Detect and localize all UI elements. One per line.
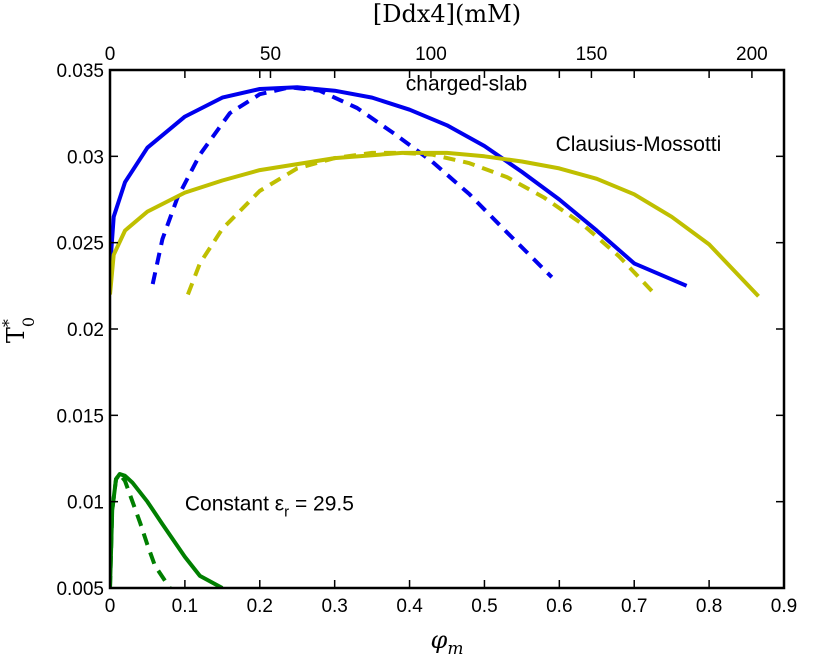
y-tick-label: 0.035 bbox=[56, 61, 104, 82]
y-tick-label: 0.015 bbox=[56, 406, 104, 427]
top-x-tick-label: 50 bbox=[260, 44, 281, 65]
x-tick-label: 0.5 bbox=[471, 596, 497, 617]
series-blue-solid-line bbox=[110, 85, 688, 288]
tick-labels: 0 0.1 0.2 0.3 0.4 0.5 0.6 0.7 0.8 0.9 0.005 0.01 0.0… bbox=[56, 44, 797, 617]
y-tick-label: 0.005 bbox=[56, 579, 104, 600]
x-tick-label: 0.9 bbox=[771, 596, 797, 617]
annotation-label: Constant εr = 29.5 bbox=[185, 492, 354, 520]
y-tick-label: 0.02 bbox=[67, 320, 104, 341]
series-green-solid-line bbox=[110, 472, 224, 588]
x-axis-title: φm bbox=[431, 626, 464, 655]
top-axis-title: [Ddx4](mM) bbox=[373, 0, 521, 28]
axis-ticks bbox=[109, 69, 785, 589]
x-tick-label: 0.3 bbox=[321, 596, 347, 617]
x-tick-label: 0.7 bbox=[621, 596, 647, 617]
x-tick-label: 0.6 bbox=[546, 596, 572, 617]
top-x-tick-label: 200 bbox=[736, 44, 768, 65]
x-tick-label: 0.8 bbox=[696, 596, 722, 617]
y-axis-subscript: 0 bbox=[19, 317, 38, 327]
annotation-label: Clausius-Mossotti bbox=[556, 133, 722, 156]
y-tick-label: 0.01 bbox=[67, 493, 104, 514]
x-tick-label: 0.4 bbox=[396, 596, 423, 617]
annotations: charged-slab Clausius-Mossotti Constant εr… bbox=[185, 73, 721, 521]
x-tick-label: 0.2 bbox=[247, 596, 273, 617]
x-axis-subscript: m bbox=[447, 639, 463, 655]
series-lines bbox=[110, 85, 760, 588]
top-x-tick-label: 150 bbox=[576, 44, 608, 65]
x-tick-label: 0.1 bbox=[172, 596, 198, 617]
series-green-dashed-line bbox=[110, 472, 172, 588]
y-axis-superscript: * bbox=[0, 319, 18, 327]
x-tick-label: 0 bbox=[105, 596, 116, 617]
series-blue-dashed-line bbox=[150, 85, 554, 285]
annotation-label: charged-slab bbox=[406, 73, 527, 96]
y-tick-label: 0.025 bbox=[56, 234, 104, 255]
y-tick-label: 0.03 bbox=[67, 147, 104, 168]
top-x-tick-label: 100 bbox=[415, 44, 447, 65]
top-x-tick-label: 0 bbox=[105, 44, 116, 65]
y-axis-title: T*0 bbox=[0, 317, 38, 343]
